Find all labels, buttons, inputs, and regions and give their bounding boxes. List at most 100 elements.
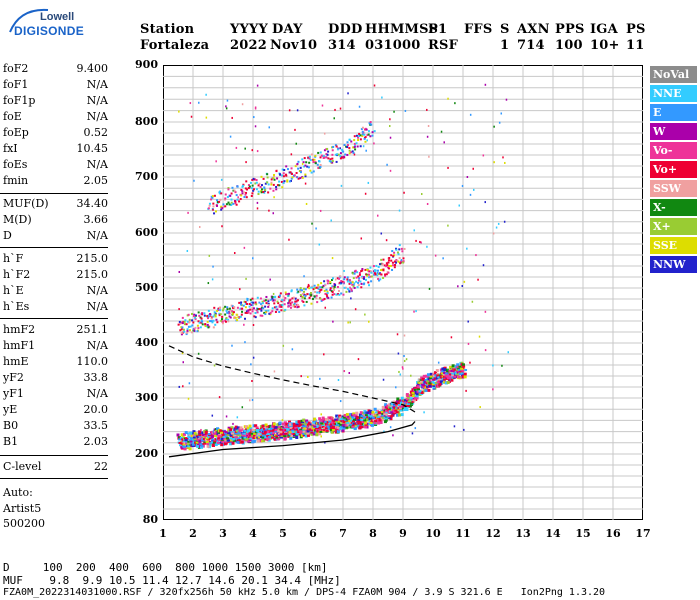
echo-mark-sparse <box>256 207 259 210</box>
echo-mark <box>356 420 360 423</box>
echo-mark <box>290 177 293 180</box>
echo-mark <box>412 392 416 396</box>
echo-mark-sparse <box>290 153 293 156</box>
echo-mark-sparse <box>198 225 201 228</box>
echo-mark-sparse <box>295 142 298 145</box>
echo-mark <box>227 426 231 430</box>
echo-mark <box>237 440 241 444</box>
echo-mark <box>442 375 446 378</box>
echo-mark <box>457 375 461 379</box>
echo-mark <box>299 428 303 431</box>
echo-mark <box>281 299 284 302</box>
echo-mark-sparse <box>479 406 481 409</box>
echo-mark <box>434 374 438 377</box>
param-name-19: yF1 <box>3 387 24 400</box>
echo-mark <box>263 187 266 190</box>
echo-mark <box>304 425 308 428</box>
y-tick-label: 800 <box>135 115 158 128</box>
echo-mark <box>382 268 385 271</box>
echo-mark-sparse <box>484 201 486 204</box>
echo-mark-sparse <box>492 388 494 391</box>
legend-item-noval: NoVal <box>650 66 697 83</box>
echo-mark <box>348 420 352 423</box>
echo-mark-sparse <box>498 121 501 124</box>
echo-mark <box>208 313 211 316</box>
echo-mark-sparse <box>469 113 472 116</box>
echo-mark <box>331 293 334 296</box>
echo-mark <box>291 431 295 434</box>
echo-mark <box>220 443 224 447</box>
echo-mark <box>186 320 189 323</box>
echo-mark-sparse <box>403 191 405 194</box>
echo-mark <box>353 139 356 142</box>
param-name-18: yF2 <box>3 371 24 384</box>
param-name-5: fxI <box>3 142 18 155</box>
echo-mark <box>357 422 361 425</box>
echo-mark <box>196 324 199 327</box>
echo-mark <box>238 301 241 304</box>
echo-mark <box>234 191 237 194</box>
echo-mark <box>353 427 357 431</box>
echo-mark <box>257 436 261 439</box>
echo-mark <box>237 437 241 440</box>
echo-mark <box>195 441 199 444</box>
echo-mark-sparse <box>296 109 299 112</box>
echo-mark-sparse <box>353 282 356 285</box>
echo-mark <box>306 432 310 435</box>
echo-mark <box>354 269 357 272</box>
echo-mark <box>299 287 302 290</box>
echo-mark <box>260 191 263 194</box>
echo-mark <box>356 145 359 148</box>
echo-mark <box>364 423 368 426</box>
echo-mark-sparse <box>460 372 463 375</box>
echo-mark <box>222 435 226 438</box>
echo-mark <box>320 282 323 285</box>
echo-mark <box>335 414 339 418</box>
echo-mark <box>443 371 447 374</box>
echo-mark <box>219 192 222 195</box>
echo-mark <box>358 132 361 135</box>
echo-mark <box>257 308 260 311</box>
echo-mark-sparse <box>419 240 421 243</box>
echo-mark <box>348 147 351 150</box>
param-name-14: h`Es <box>3 300 30 313</box>
echo-mark-sparse <box>403 359 406 362</box>
legend-item-x-: X- <box>650 199 697 216</box>
echo-mark <box>182 328 185 331</box>
echo-mark <box>414 390 418 393</box>
header-value-2: Nov10 <box>270 38 318 53</box>
param-name-10: D <box>3 229 12 242</box>
auto-code: 500200 <box>3 517 45 530</box>
echo-mark <box>358 272 361 275</box>
echo-mark <box>281 186 284 189</box>
echo-mark <box>436 384 440 388</box>
echo-mark <box>245 302 248 305</box>
echo-mark <box>361 133 364 136</box>
echo-mark <box>296 299 299 302</box>
echo-mark <box>324 423 328 426</box>
echo-mark <box>350 419 354 422</box>
echo-mark-sparse <box>357 358 360 361</box>
echo-mark-sparse <box>364 192 367 195</box>
echo-mark <box>381 263 384 266</box>
echo-mark <box>281 168 284 171</box>
digisonde-logo-icon <box>9 8 49 33</box>
echo-mark <box>296 425 300 429</box>
echo-mark <box>230 201 233 204</box>
echo-mark <box>274 310 277 313</box>
echo-mark <box>438 378 442 381</box>
echo-mark <box>210 198 213 201</box>
echo-mark <box>289 171 292 174</box>
echo-mark <box>333 283 336 286</box>
echo-mark <box>248 185 251 188</box>
echo-mark <box>402 260 405 263</box>
echo-mark <box>238 430 242 433</box>
echo-mark <box>292 303 295 306</box>
echo-mark <box>194 314 197 317</box>
echo-mark <box>358 277 361 280</box>
echo-mark <box>310 432 314 436</box>
echo-mark <box>282 426 286 429</box>
echo-mark <box>300 171 303 174</box>
echo-mark-sparse <box>457 285 459 288</box>
